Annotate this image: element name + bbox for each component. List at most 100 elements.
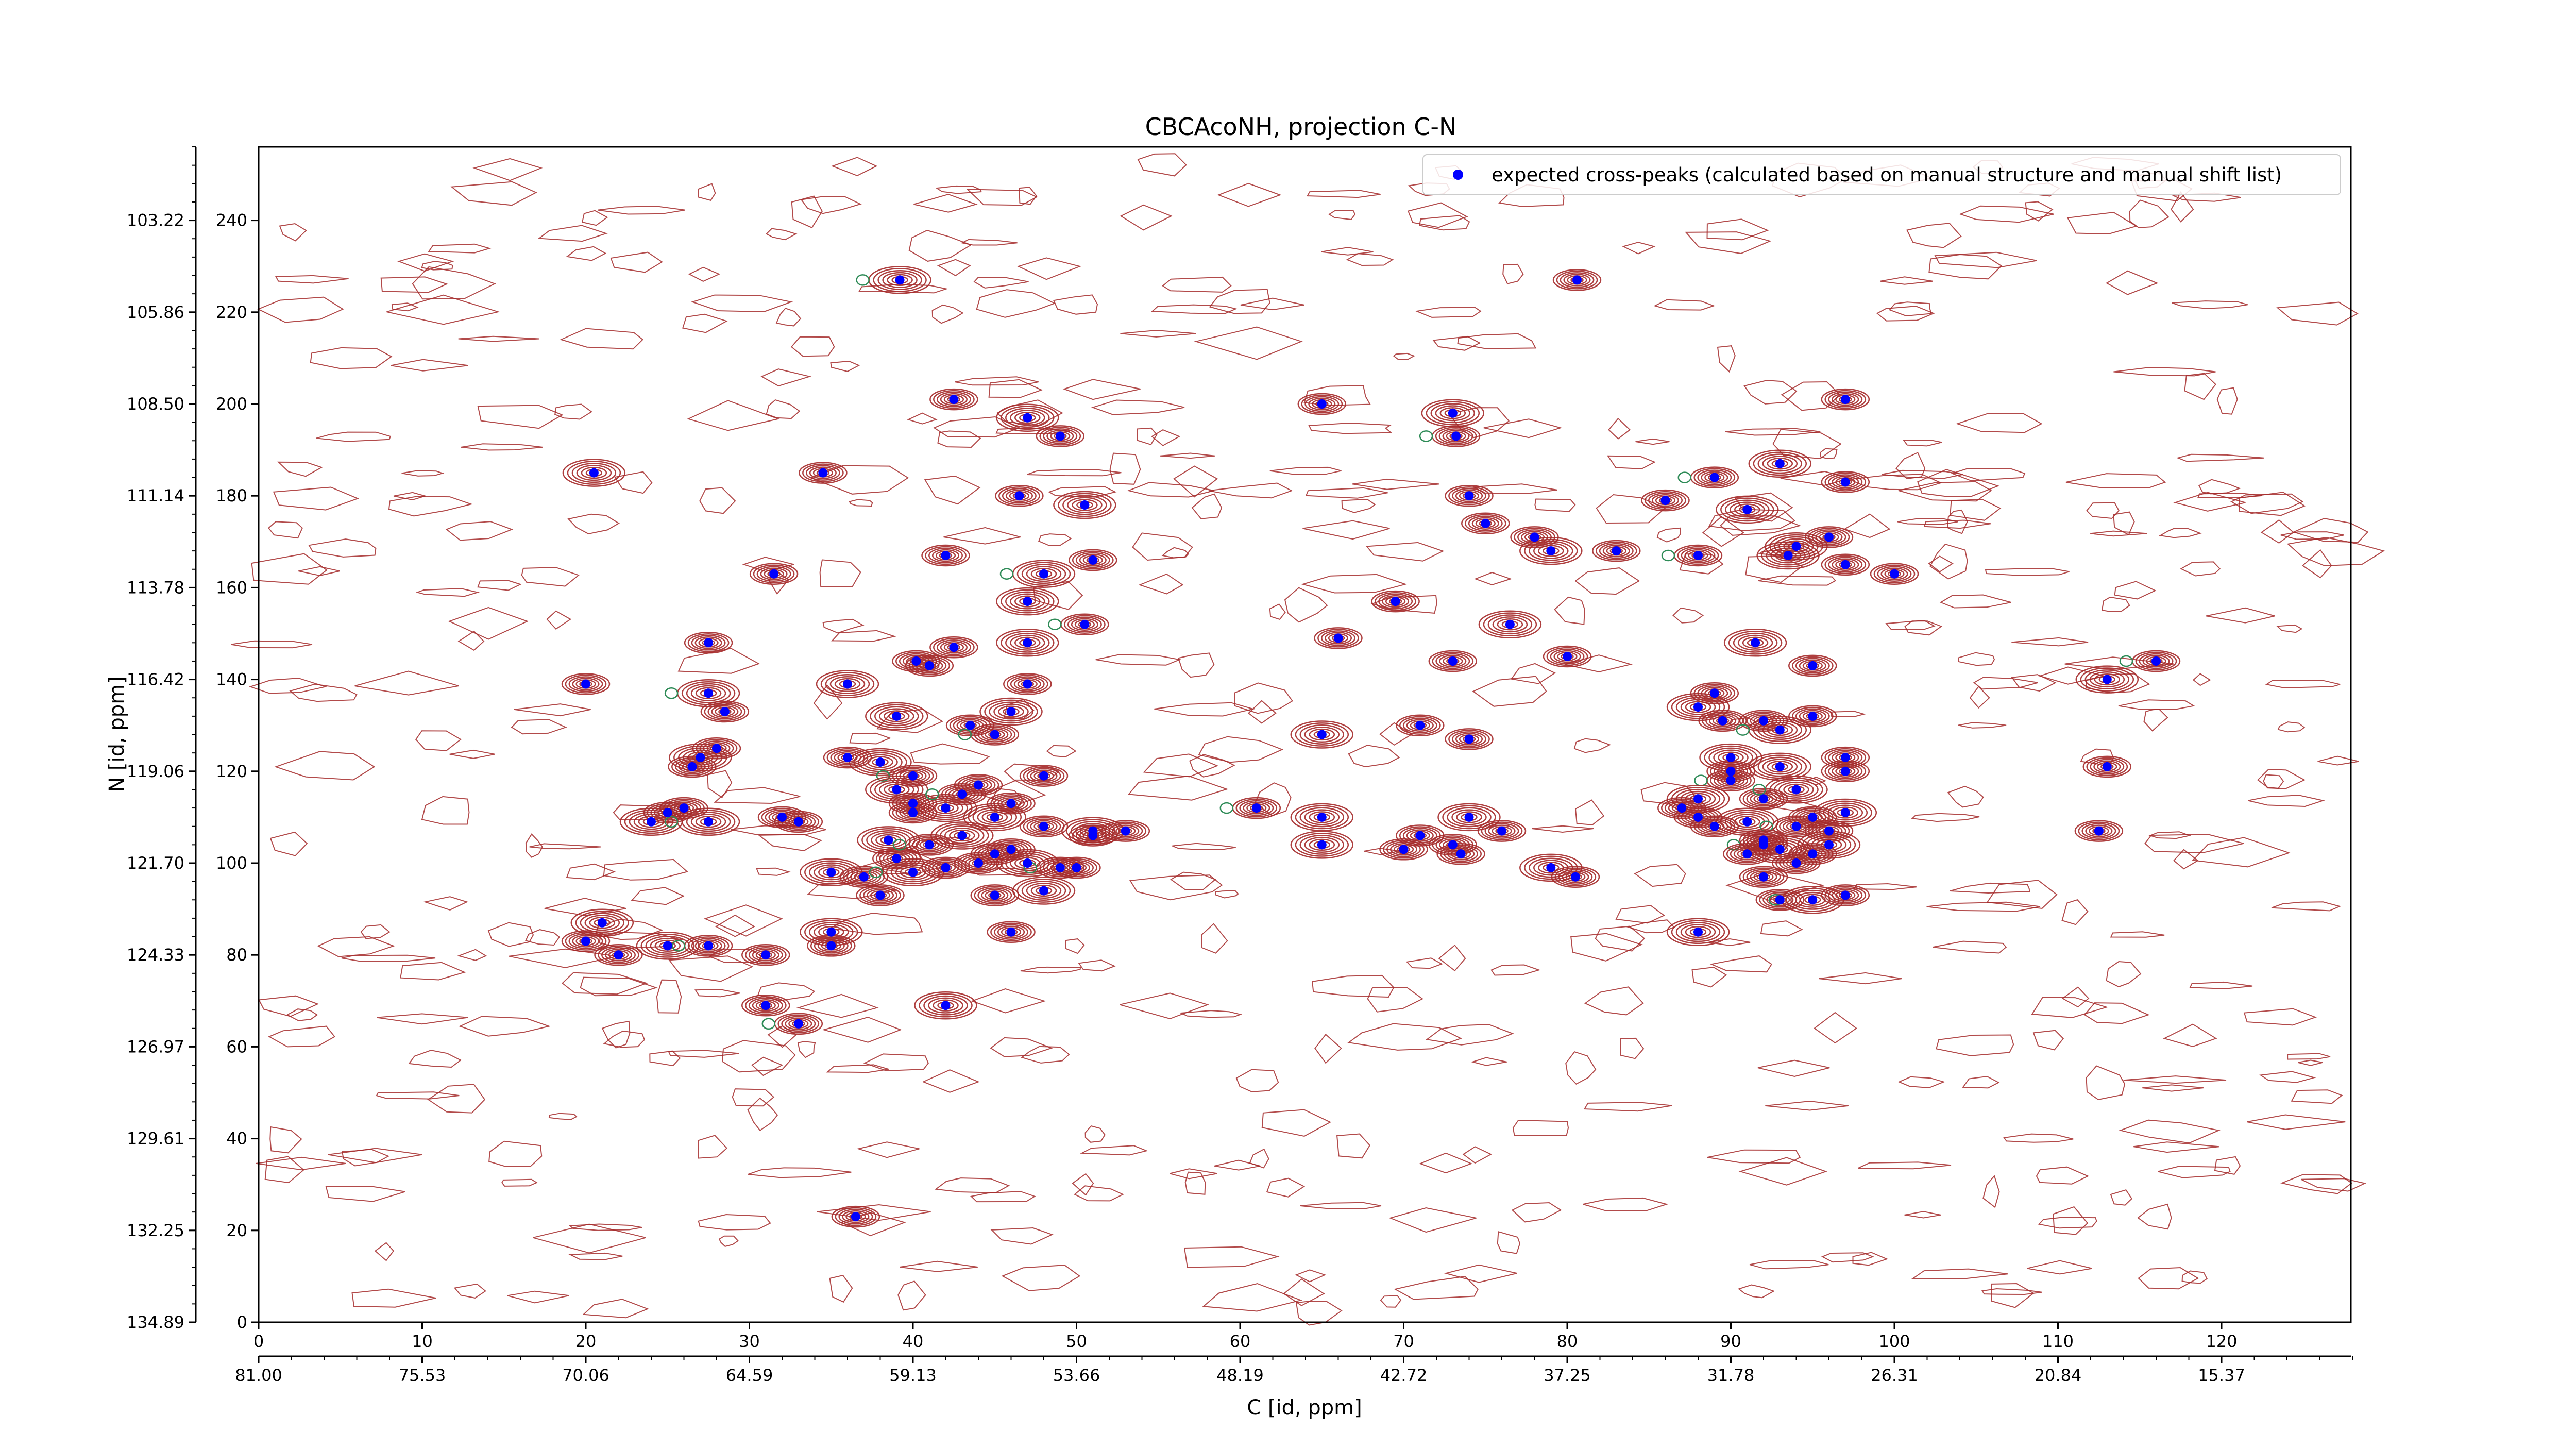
peak-contour bbox=[1046, 430, 1074, 443]
noise-contour bbox=[268, 1025, 336, 1048]
noise-contour bbox=[2192, 837, 2291, 868]
cross-peak bbox=[1840, 890, 1850, 900]
peak-contour bbox=[1043, 428, 1078, 444]
noise-contour bbox=[277, 461, 323, 477]
cross-peak bbox=[1451, 431, 1461, 441]
peak-contour bbox=[1560, 272, 1595, 288]
noise-contour bbox=[2133, 1141, 2219, 1153]
peak-contour bbox=[694, 939, 722, 952]
noise-contour bbox=[2163, 1023, 2217, 1047]
noise-contour bbox=[1852, 1252, 1889, 1266]
cross-peak bbox=[1572, 275, 1582, 285]
cross-peak bbox=[892, 785, 902, 795]
cross-peak bbox=[1791, 785, 1801, 795]
cross-peak bbox=[2102, 675, 2112, 684]
negative-contour bbox=[958, 729, 972, 740]
peak-contour bbox=[809, 862, 854, 883]
peak-contour bbox=[2094, 673, 2121, 686]
x-ppm-tick-label: 42.72 bbox=[1380, 1366, 1428, 1385]
peak-contour bbox=[2074, 820, 2124, 842]
peak-contour bbox=[996, 403, 1059, 432]
cross-peak bbox=[1530, 532, 1539, 542]
cross-peak bbox=[1399, 845, 1409, 854]
noise-contour bbox=[1928, 555, 1954, 572]
peak-contour bbox=[1746, 869, 1781, 885]
y-ppm-tick-label: 105.86 bbox=[127, 302, 184, 322]
noise-contour bbox=[1906, 223, 1962, 248]
noise-contour bbox=[2159, 528, 2202, 538]
peak-contour bbox=[1832, 558, 1859, 571]
noise-contour bbox=[1393, 352, 1415, 360]
noise-contour bbox=[1269, 603, 1286, 620]
cross-peak bbox=[884, 835, 893, 845]
peak-contour bbox=[1788, 654, 1837, 677]
noise-contour bbox=[1511, 1202, 1562, 1223]
noise-contour bbox=[449, 749, 495, 759]
noise-contour bbox=[1179, 1010, 1243, 1018]
peak-contour bbox=[849, 748, 912, 777]
peak-contour bbox=[1690, 815, 1739, 837]
noise-contour bbox=[1928, 254, 2003, 280]
noise-contour bbox=[822, 1016, 902, 1043]
noise-contour bbox=[1596, 494, 1666, 524]
peak-contour bbox=[805, 465, 840, 481]
noise-contour bbox=[668, 955, 754, 982]
peak-contour bbox=[884, 783, 910, 796]
noise-contour bbox=[2129, 199, 2170, 228]
cross-peak bbox=[1088, 831, 1098, 840]
peak-contour bbox=[1019, 765, 1069, 787]
noise-contour bbox=[715, 914, 755, 937]
peak-contour bbox=[2081, 823, 2116, 839]
cross-peak bbox=[1824, 532, 1834, 542]
negative-contour bbox=[2119, 655, 2133, 667]
noise-contour bbox=[1308, 422, 1393, 434]
noise-contour bbox=[1472, 676, 1547, 707]
peak-contour bbox=[940, 825, 985, 846]
peak-contour bbox=[1290, 831, 1354, 859]
noise-contour bbox=[2003, 1133, 2074, 1143]
peak-contour bbox=[744, 945, 787, 965]
peak-contour bbox=[1821, 884, 1870, 906]
peak-contour bbox=[940, 641, 968, 654]
peak-contour bbox=[1026, 566, 1062, 582]
peak-contour bbox=[640, 934, 695, 958]
peak-contour bbox=[1461, 512, 1510, 534]
cross-peak bbox=[1726, 753, 1736, 763]
peak-contour bbox=[996, 629, 1059, 657]
y-tick-label: 200 bbox=[216, 394, 247, 414]
cross-peak bbox=[1775, 895, 1785, 905]
cross-peak bbox=[1759, 716, 1768, 726]
noise-contour bbox=[1062, 379, 1141, 400]
cross-peak bbox=[1039, 886, 1048, 896]
noise-contour bbox=[1574, 567, 1640, 595]
peak-contour bbox=[1464, 514, 1506, 533]
noise-contour bbox=[687, 400, 781, 431]
noise-contour bbox=[990, 1037, 1053, 1057]
cross-peak bbox=[990, 812, 999, 822]
noise-contour bbox=[316, 431, 392, 442]
peak-contour bbox=[1030, 568, 1057, 580]
noise-contour bbox=[897, 1280, 926, 1311]
noise-contour bbox=[1510, 663, 1556, 684]
y-ppm-tick-label: 103.22 bbox=[127, 211, 184, 230]
peak-contour bbox=[884, 710, 910, 722]
noise-contour bbox=[1137, 153, 1187, 177]
peak-contour bbox=[1666, 693, 1730, 721]
cross-peak bbox=[1497, 826, 1506, 836]
noise-contour bbox=[1394, 1275, 1479, 1300]
cross-peak bbox=[1317, 812, 1327, 822]
noise-contour bbox=[1457, 333, 1537, 349]
noise-contour bbox=[2038, 1217, 2097, 1229]
peak-contour bbox=[1052, 856, 1101, 879]
peak-contour bbox=[802, 463, 844, 482]
negative-contour bbox=[892, 839, 907, 851]
cross-peak bbox=[1072, 863, 1081, 872]
peak-contour bbox=[1824, 762, 1867, 781]
peak-contour bbox=[699, 740, 734, 756]
peak-contour bbox=[1295, 805, 1349, 830]
y-tick-label: 160 bbox=[216, 578, 247, 597]
peak-contour bbox=[1755, 889, 1805, 911]
peak-contour bbox=[694, 636, 722, 649]
cross-peak bbox=[1006, 707, 1016, 716]
cross-peak bbox=[1775, 845, 1785, 854]
